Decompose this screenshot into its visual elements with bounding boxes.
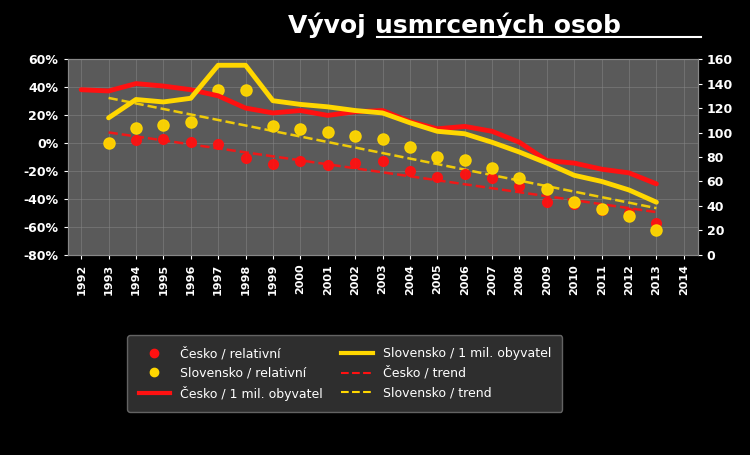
Legend: Česko / relativní, Slovensko / relativní, Česko / 1 mil. obyvatel, Slovensko / 1: Česko / relativní, Slovensko / relativní…: [128, 335, 562, 412]
Text: Vývoj: Vývoj: [289, 12, 375, 38]
Text: usmrcených osob: usmrcených osob: [375, 12, 621, 38]
Text: Vývoj usmrcených osob: Vývoj usmrcených osob: [0, 454, 1, 455]
